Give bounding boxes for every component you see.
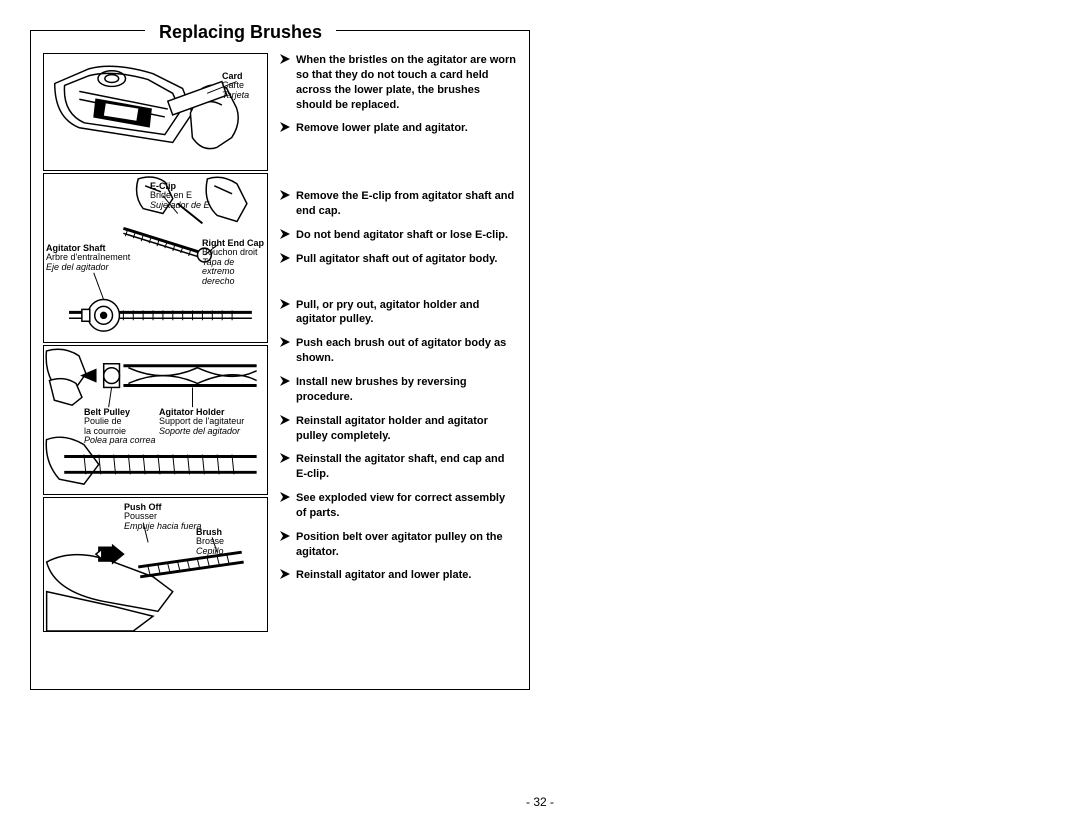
bullet-arrow-icon [280,122,290,132]
bullet-arrow-icon [280,190,290,200]
step-text: When the bristles on the agitator are wo… [296,53,517,112]
callout-eclip: E-Clip Bride en E Sujetador de E [150,182,210,210]
step-item: See exploded view for correct assembly o… [280,491,517,521]
step-text: See exploded view for correct assembly o… [296,491,517,521]
figures-column: Card Carte Tarjeta [43,53,268,677]
bullet-arrow-icon [280,531,290,541]
content-area: Card Carte Tarjeta [31,31,529,689]
figure-2: E-Clip Bride en E Sujetador de E Right E… [43,173,268,343]
section-title: Replacing Brushes [145,22,336,43]
step-item: Pull agitator shaft out of agitator body… [280,252,517,267]
step-item: Remove lower plate and agitator. [280,121,517,136]
bullet-arrow-icon [280,453,290,463]
step-item: Install new brushes by reversing procedu… [280,375,517,405]
bullet-arrow-icon [280,492,290,502]
figure-1: Card Carte Tarjeta [43,53,268,171]
step-item: Reinstall the agitator shaft, end cap an… [280,452,517,482]
callout-belt-pulley: Belt Pulley Poulie de la courroie Polea … [84,408,156,446]
step-text: Reinstall agitator and lower plate. [296,568,471,583]
page-number: - 32 - [526,795,554,809]
step-item: When the bristles on the agitator are wo… [280,53,517,112]
callout-rend-es: Tapa de extremo derecho [202,258,267,286]
bullet-arrow-icon [280,337,290,347]
step-item: Do not bend agitator shaft or lose E-cli… [280,228,517,243]
bullet-arrow-icon [280,229,290,239]
step-item: Pull, or pry out, agitator holder and ag… [280,298,517,328]
callout-agitator-holder: Agitator Holder Support de l'agitateur S… [159,408,244,436]
step-text: Remove the E-clip from agitator shaft an… [296,189,517,219]
callout-belt-es: Polea para correa [84,436,156,445]
bullet-arrow-icon [280,253,290,263]
bullet-arrow-icon [280,299,290,309]
callout-card: Card Carte Tarjeta [222,72,249,100]
spacer [280,276,517,298]
step-text: Pull, or pry out, agitator holder and ag… [296,298,517,328]
callout-agitator-shaft: Agitator Shaft Arbre d'entraînement Eje … [46,244,130,272]
step-item: Push each brush out of agitator body as … [280,336,517,366]
callout-shaft-es: Eje del agitador [46,263,130,272]
bullet-arrow-icon [280,415,290,425]
step-text: Reinstall agitator holder and agitator p… [296,414,517,444]
step-text: Reinstall the agitator shaft, end cap an… [296,452,517,482]
step-text: Install new brushes by reversing procedu… [296,375,517,405]
figure-4: Push Off Pousser Empuje hacia fuera Brus… [43,497,268,632]
step-text: Pull agitator shaft out of agitator body… [296,252,497,267]
figure-3: Belt Pulley Poulie de la courroie Polea … [43,345,268,495]
steps-column: When the bristles on the agitator are wo… [280,53,517,677]
callout-push-es: Empuje hacia fuera [124,522,202,531]
bullet-arrow-icon [280,376,290,386]
step-text: Remove lower plate and agitator. [296,121,468,136]
callout-card-es: Tarjeta [222,91,249,100]
step-text: Position belt over agitator pulley on th… [296,530,517,560]
step-text: Do not bend agitator shaft or lose E-cli… [296,228,508,243]
step-item: Remove the E-clip from agitator shaft an… [280,189,517,219]
callout-holder-es: Soporte del agitador [159,427,244,436]
bullet-arrow-icon [280,569,290,579]
step-text: Push each brush out of agitator body as … [296,336,517,366]
callout-brush: Brush Brosse Cepillo [196,528,224,556]
callout-brush-es: Cepillo [196,547,224,556]
callout-pushoff: Push Off Pousser Empuje hacia fuera [124,503,202,531]
step-item: Position belt over agitator pulley on th… [280,530,517,560]
callout-eclip-es: Sujetador de E [150,201,210,210]
callout-rightendcap: Right End Cap Bouchon droit Tapa de extr… [202,239,267,286]
step-item: Reinstall agitator and lower plate. [280,568,517,583]
spacer [280,145,517,189]
page-border: Card Carte Tarjeta [30,30,530,690]
step-item: Reinstall agitator holder and agitator p… [280,414,517,444]
bullet-arrow-icon [280,54,290,64]
